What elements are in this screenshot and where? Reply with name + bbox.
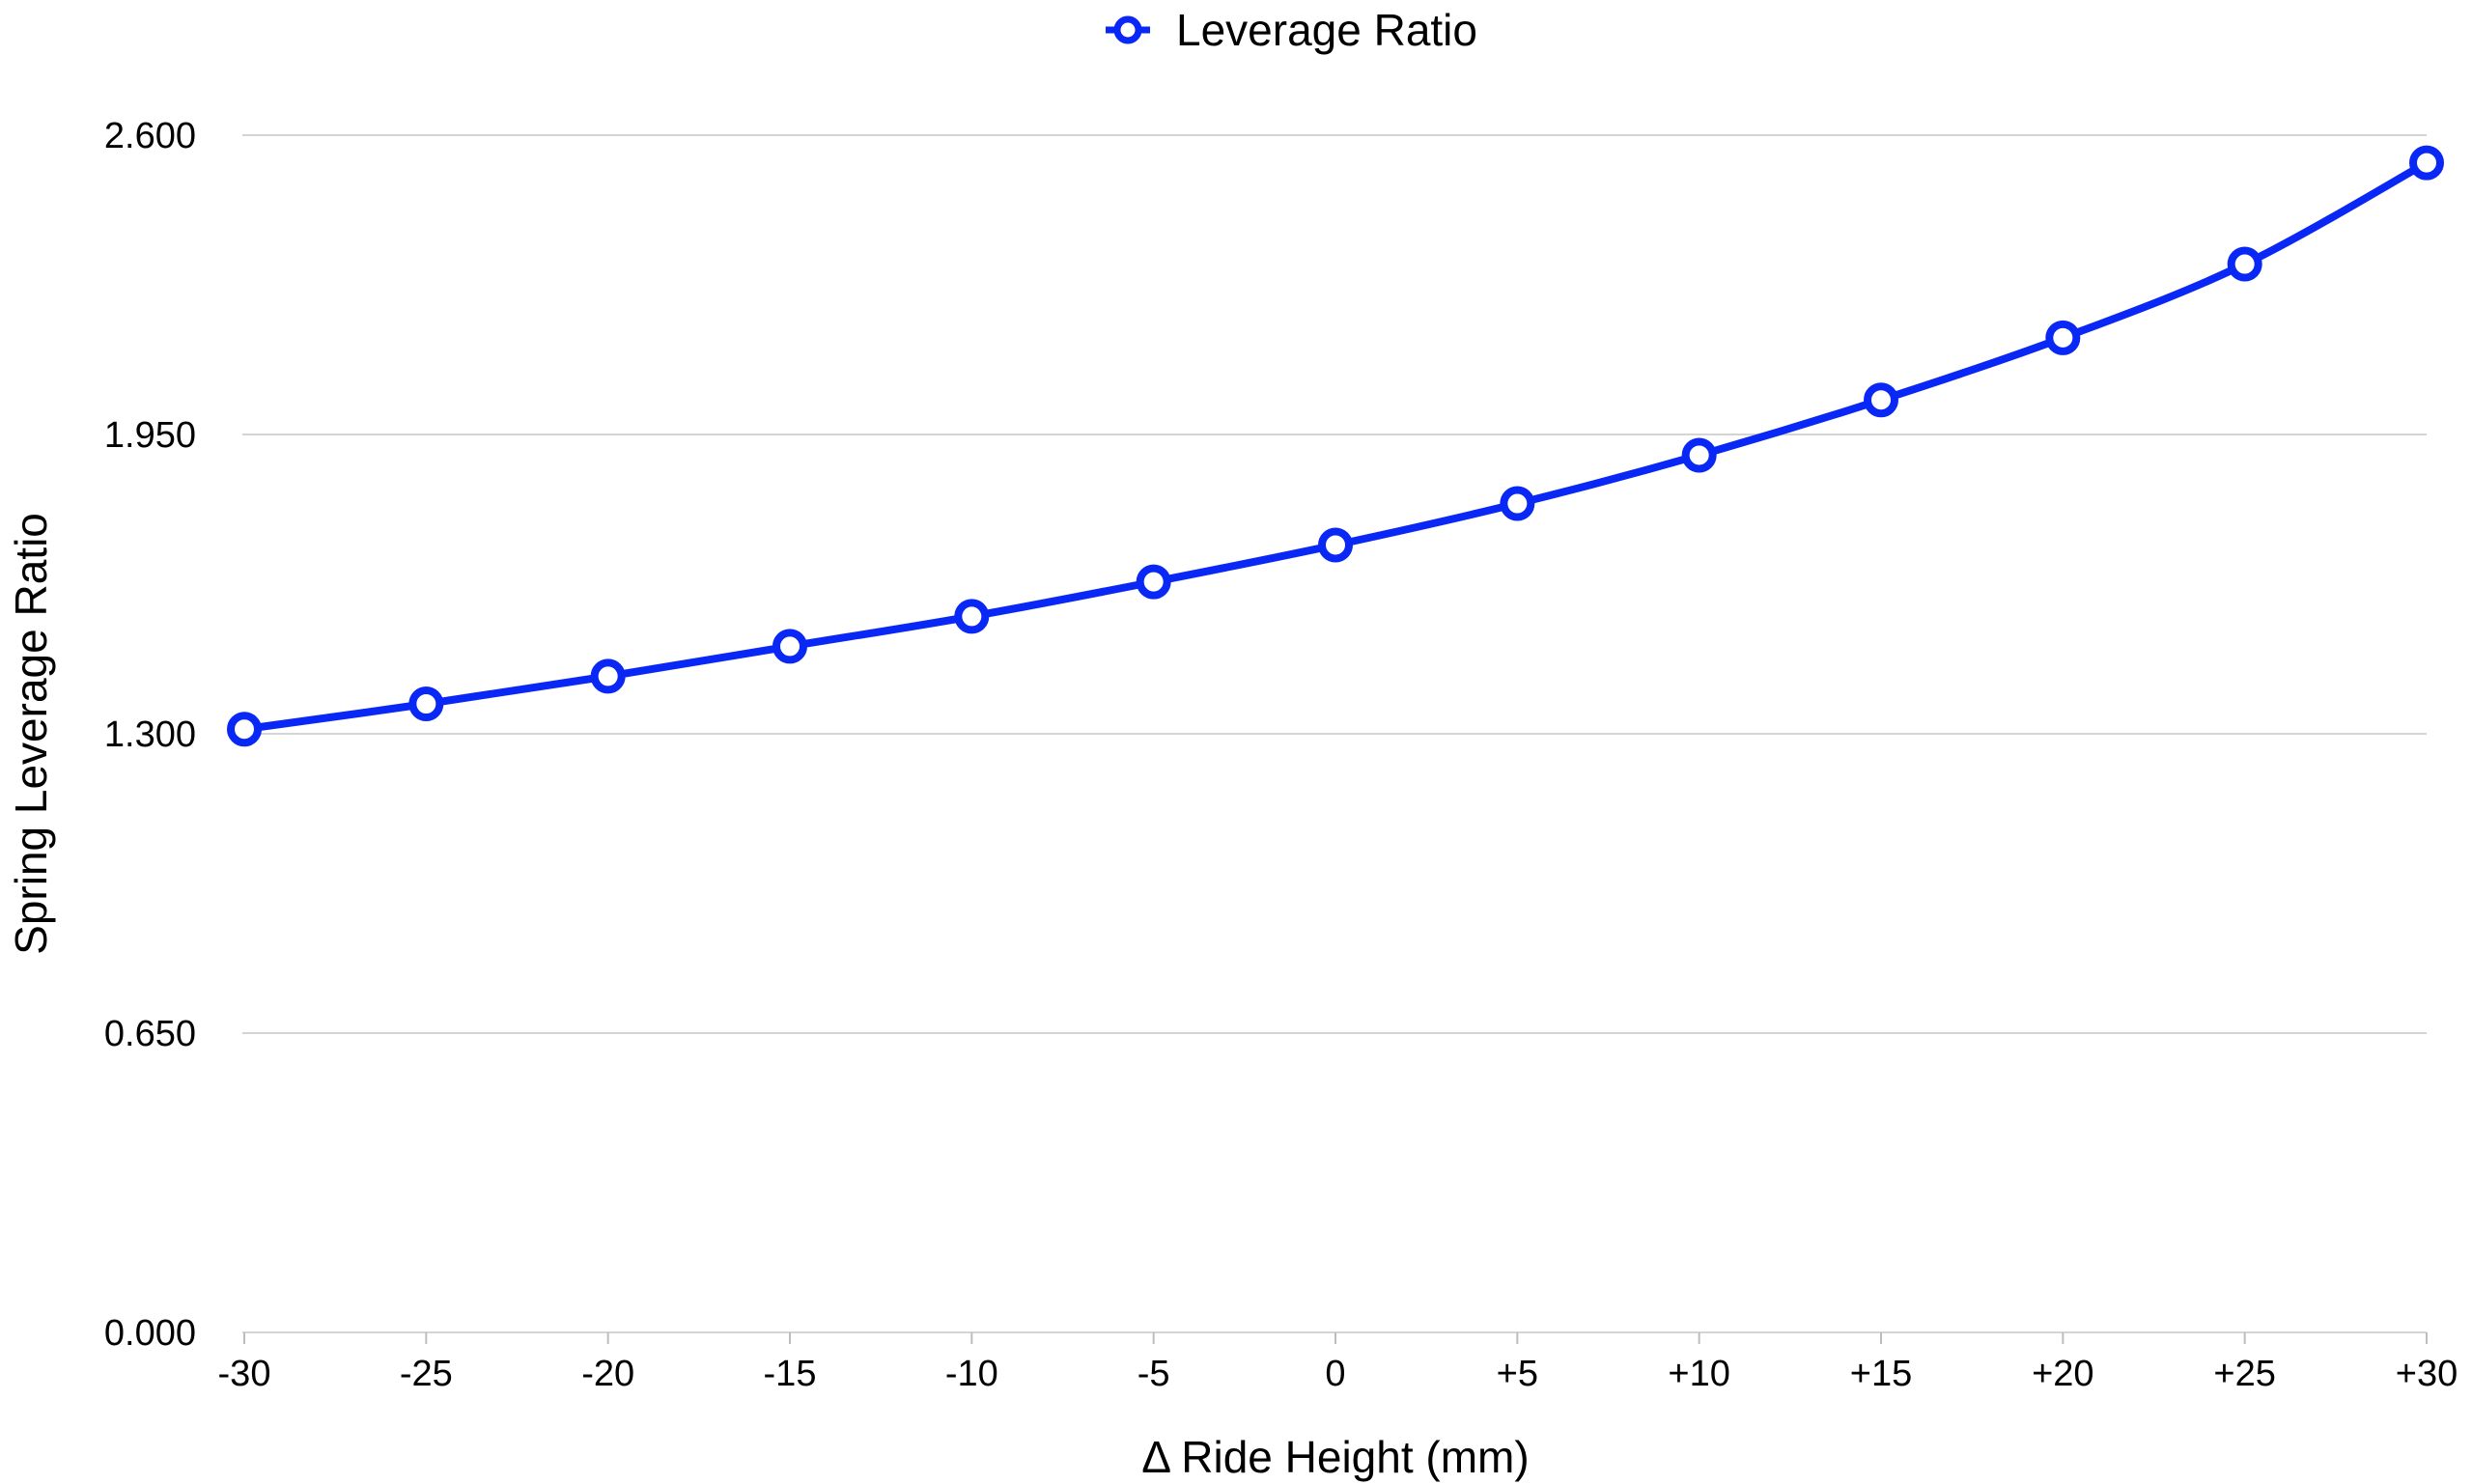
data-point xyxy=(954,599,990,634)
y-axis-tick-labels: 0.000 0.650 1.300 1.950 2.600 xyxy=(104,116,196,1354)
y-tick-label: 0.000 xyxy=(104,1313,196,1354)
data-point xyxy=(1318,527,1353,563)
data-point xyxy=(590,658,626,694)
legend-label: Leverage Ratio xyxy=(1176,5,1477,55)
y-tick-label: 0.650 xyxy=(104,1014,196,1054)
x-tick-label: -20 xyxy=(581,1354,634,1394)
x-tick-label: +20 xyxy=(2032,1354,2093,1394)
data-point xyxy=(227,712,262,747)
x-tick-label: +10 xyxy=(1668,1354,1729,1394)
x-tick-label: +5 xyxy=(1497,1354,1538,1394)
data-point xyxy=(2409,145,2444,181)
series-layer xyxy=(227,145,2444,747)
y-tick-label: 2.600 xyxy=(104,116,196,156)
x-tick-label: 0 xyxy=(1325,1354,1345,1394)
x-axis-tick-labels: -30 -25 -20 -15 -10 -5 0 +5 +10 +15 +20 +25 +30 xyxy=(218,1354,2458,1394)
x-tick-label: +15 xyxy=(1850,1354,1912,1394)
y-axis-title: Spring Leverage Ratio xyxy=(6,513,56,955)
data-point xyxy=(1136,564,1171,600)
data-point xyxy=(2045,320,2081,355)
x-axis-title: Δ Ride Height (mm) xyxy=(1141,1432,1529,1482)
legend-circle-marker xyxy=(1113,15,1142,44)
data-point xyxy=(1864,382,1898,418)
data-point xyxy=(1681,437,1717,473)
data-point xyxy=(1500,486,1535,521)
x-tick-label: -25 xyxy=(400,1354,453,1394)
data-point xyxy=(2227,246,2262,282)
x-tick-label: -10 xyxy=(945,1354,998,1394)
x-tick-label: -30 xyxy=(218,1354,271,1394)
x-tick-marks xyxy=(243,1332,2428,1344)
x-tick-label: -5 xyxy=(1138,1354,1170,1394)
data-point xyxy=(408,686,444,721)
y-tick-label: 1.300 xyxy=(104,714,196,755)
series-line xyxy=(240,158,2430,734)
y-tick-label: 1.950 xyxy=(104,415,196,456)
x-tick-label: -15 xyxy=(764,1354,817,1394)
x-tick-label: +25 xyxy=(2213,1354,2275,1394)
data-point xyxy=(772,629,807,664)
legend: Leverage Ratio xyxy=(1106,5,1477,55)
gridlines xyxy=(242,134,2427,1333)
x-tick-label: +30 xyxy=(2396,1354,2458,1394)
